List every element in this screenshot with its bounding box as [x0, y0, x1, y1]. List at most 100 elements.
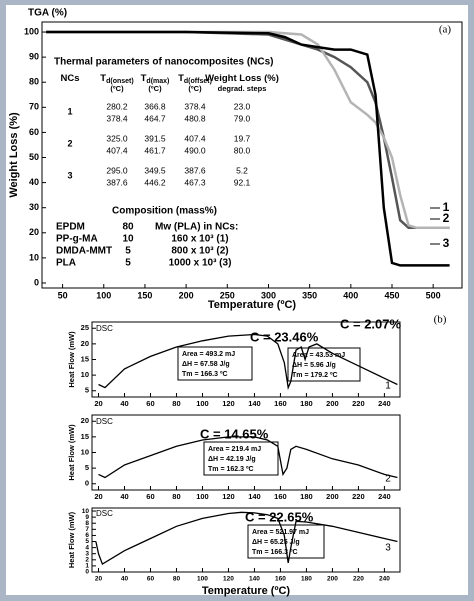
y-tick-label: 40: [29, 177, 39, 187]
component-name: EPDM: [56, 222, 85, 233]
table-cell: 3: [67, 170, 72, 180]
x-tick-label: 100: [197, 576, 208, 583]
table-cell: 490.0: [184, 145, 206, 155]
x-tick-label: 250: [220, 290, 235, 300]
table-cell: 80.0: [234, 145, 251, 155]
mw-value: 1000 x 10³ (3): [169, 258, 232, 269]
table-cell: 2: [67, 138, 72, 148]
x-tick-label: 400: [343, 290, 358, 300]
y-tick-label: 8: [85, 520, 89, 527]
table-header-unit: degrad. steps: [218, 84, 267, 93]
x-tick-label: 20: [94, 492, 102, 501]
y-tick-label: 70: [29, 102, 39, 112]
y-tick-label: 50: [29, 152, 39, 162]
component-name: DMDA-MMT: [56, 246, 112, 257]
x-tick-label: 80: [172, 399, 180, 408]
component-mass: 5: [125, 246, 131, 257]
y-tick-label: 2: [85, 557, 89, 564]
x-tick-label: 20: [94, 399, 102, 408]
header-sub: d(onset): [106, 78, 134, 85]
annotation-box: [203, 441, 279, 476]
x-tick-label: 350: [302, 290, 317, 300]
y-axis-label: Heat Flow (mW): [67, 511, 76, 568]
header-sub: d(offset): [184, 78, 212, 85]
y-tick-label: 20: [81, 339, 89, 348]
y-tick-label: 6: [85, 532, 89, 539]
series-line: [98, 333, 398, 390]
x-tick-label: 80: [172, 492, 180, 501]
x-tick-label: 200: [326, 399, 339, 408]
x-tick-label: 150: [137, 290, 152, 300]
x-tick-label: 240: [378, 399, 391, 408]
header-text: NCs: [60, 73, 79, 84]
x-tick-label: 240: [378, 492, 391, 501]
y-tick-label: 10: [81, 447, 89, 456]
table-cell: 378.4: [106, 113, 128, 123]
table-cell: 446.2: [144, 177, 166, 187]
x-axis-label: Temperature (ºC): [202, 585, 290, 597]
x-tick-label: 300: [261, 290, 276, 300]
y-tick-label: 0: [85, 479, 89, 488]
annotation: Tm = 166.3 ºC: [182, 371, 228, 378]
table-cell: 5.2: [236, 165, 248, 175]
x-tick-label: 140: [248, 399, 261, 408]
series-label: 2: [385, 474, 391, 485]
plot-frame: [41, 21, 463, 289]
series-label: 1: [385, 381, 391, 392]
series-label: 3: [385, 543, 391, 554]
x-tick-label: 500: [426, 290, 441, 300]
annotation: ΔH = 5.96 J/g: [292, 362, 336, 369]
x-tick-label: 80: [173, 576, 181, 583]
x-tick-label: 200: [327, 576, 338, 583]
panel-label: (a): [439, 24, 452, 36]
table-cell: 387.6: [184, 165, 206, 175]
annotation-box: [177, 346, 253, 381]
table-cell: 349.5: [144, 165, 166, 175]
y-tick-label: 10: [81, 370, 89, 379]
annotation: C = 2.07%: [340, 316, 402, 331]
x-tick-label: 240: [379, 576, 390, 583]
figure-background: [6, 5, 468, 595]
table-cell: 464.7: [144, 113, 166, 123]
table-cell: 280.2: [106, 101, 128, 111]
y-tick-label: 80: [29, 77, 39, 87]
annotation: C = 22.65%: [245, 509, 314, 524]
annotation: Area = 493.2 mJ: [182, 351, 235, 358]
panel-label: (b): [434, 314, 447, 326]
y-tick-label: 5: [85, 386, 89, 395]
table-cell: 1: [67, 106, 72, 116]
plot-frame: [91, 507, 401, 573]
header-text: T: [178, 73, 184, 84]
y-tick-label: 10: [82, 508, 90, 515]
table-cell: 407.4: [184, 133, 206, 143]
y-tick-label: 7: [85, 526, 89, 533]
y-tick-label: 5: [85, 538, 89, 545]
x-tick-label: 220: [352, 492, 365, 501]
table-header: NCs: [60, 73, 79, 84]
x-tick-label: 140: [248, 492, 261, 501]
table-cell: 467.3: [184, 177, 206, 187]
y-axis-label: Heat Flow (mW): [67, 331, 76, 388]
table-cell: 79.0: [234, 113, 251, 123]
x-tick-label: 140: [249, 576, 260, 583]
y-tick-label: 15: [81, 354, 89, 363]
y-tick-label: 10: [29, 252, 39, 262]
x-tick-label: 40: [120, 492, 128, 501]
x-tick-label: 120: [222, 492, 235, 501]
annotation: C = 23.46%: [250, 329, 319, 344]
y-tick-label: 60: [29, 127, 39, 137]
y-axis-label: Weight Loss (%): [8, 112, 20, 198]
mw-value: 800 x 10³ (2): [171, 246, 228, 257]
y-tick-label: 20: [81, 416, 89, 425]
annotation-box: [287, 347, 361, 382]
y-tick-label: 90: [29, 52, 39, 62]
x-tick-label: 200: [179, 290, 194, 300]
x-tick-label: 180: [300, 399, 313, 408]
table-cell: 480.8: [184, 113, 206, 123]
mw-value: 160 x 10³ (1): [171, 234, 228, 245]
mw-title: Mw (PLA) in NCs:: [155, 222, 238, 233]
table-cell: 387.6: [106, 177, 128, 187]
x-tick-label: 20: [95, 576, 103, 583]
x-tick-label: 60: [147, 576, 155, 583]
